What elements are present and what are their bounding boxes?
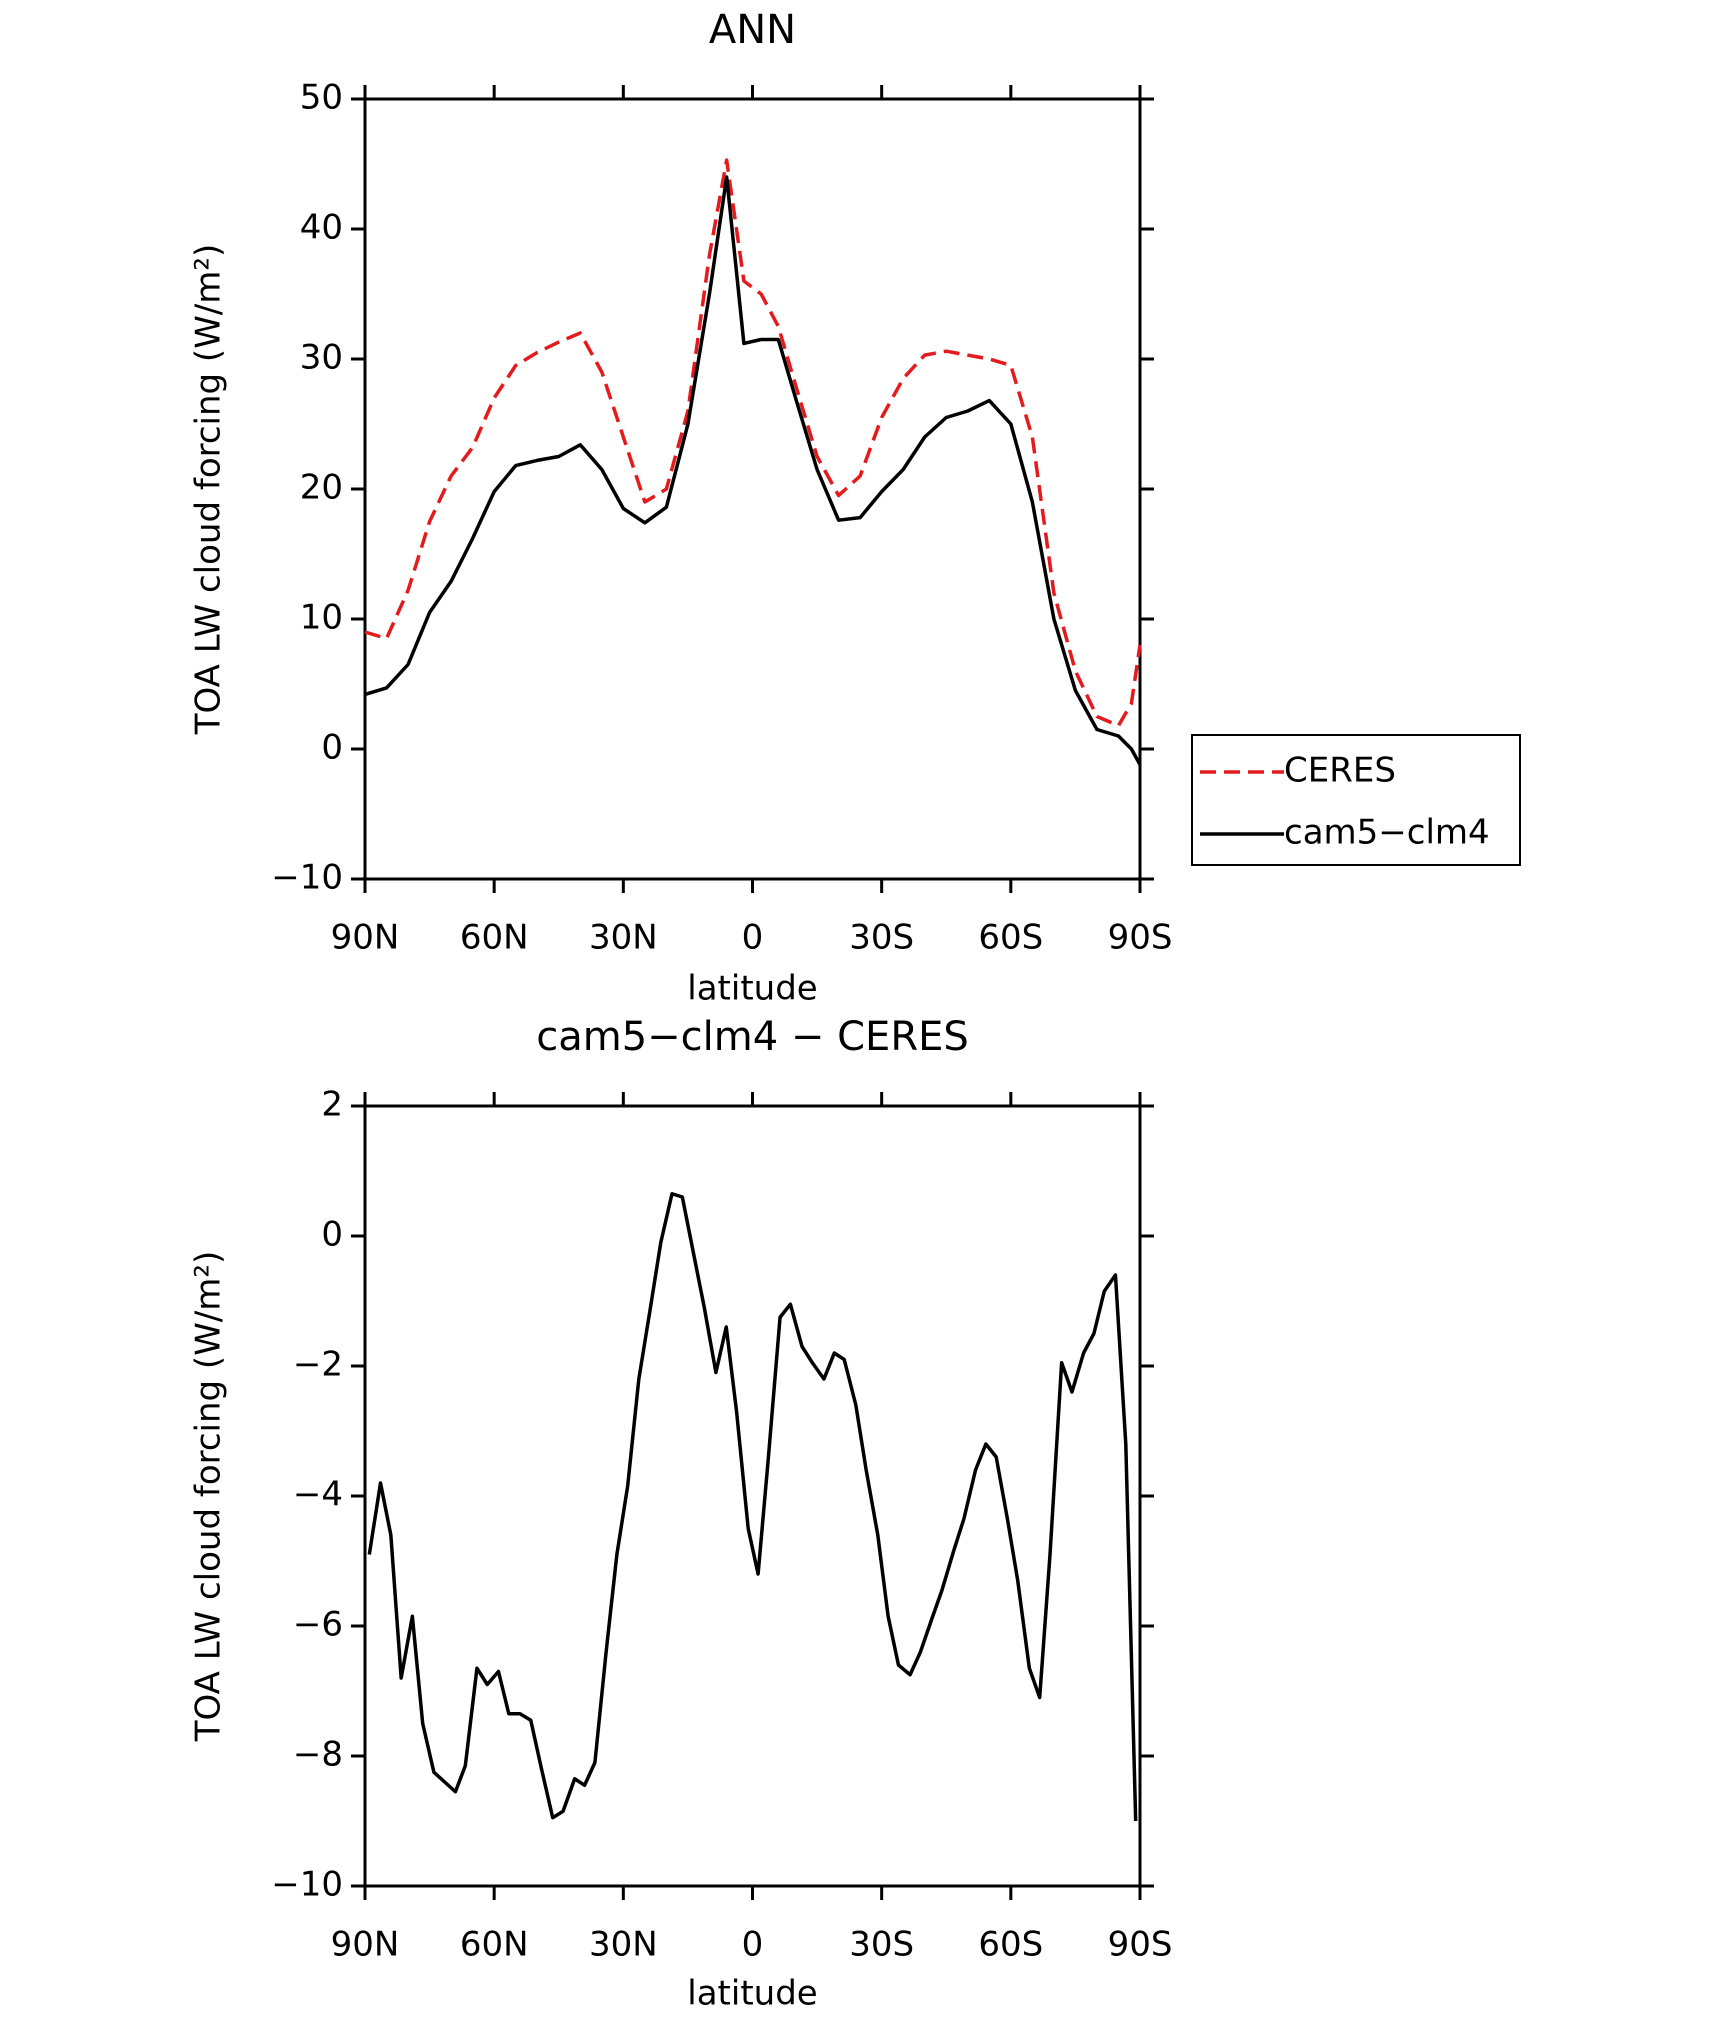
- x-tick-label: 90N: [331, 1925, 400, 1965]
- legend-box: [1191, 734, 1521, 866]
- y-tick-label: 0: [321, 1215, 343, 1255]
- y-tick-label: 10: [300, 598, 343, 638]
- y-tick-label: −8: [293, 1735, 343, 1775]
- chart-title: ANN: [709, 7, 796, 53]
- y-tick-label: −6: [293, 1605, 343, 1645]
- chart-title: cam5−clm4 − CERES: [536, 1014, 969, 1060]
- y-tick-label: 0: [321, 728, 343, 768]
- y-axis-label: TOA LW cloud forcing (W/m²): [189, 1251, 229, 1743]
- x-tick-label: 60S: [978, 918, 1043, 958]
- y-tick-label: −4: [293, 1475, 343, 1515]
- data-line: [364, 158, 1142, 728]
- y-tick-label: 30: [300, 338, 343, 378]
- x-tick-label: 30S: [849, 918, 914, 958]
- x-tick-label: 30N: [589, 1925, 658, 1965]
- y-axis-label: TOA LW cloud forcing (W/m²): [189, 244, 229, 736]
- y-tick-label: 2: [321, 1085, 343, 1125]
- legend-label: CERES: [1284, 751, 1396, 791]
- data-line: [367, 1192, 1138, 1822]
- y-tick-label: −2: [293, 1345, 343, 1385]
- data-line: [364, 175, 1142, 766]
- y-tick-label: −10: [271, 858, 343, 898]
- x-axis-label: latitude: [687, 1974, 817, 2014]
- x-axis-label: latitude: [687, 969, 817, 1009]
- x-tick-label: 90S: [1108, 918, 1173, 958]
- plot-frame: [363, 1104, 1142, 1888]
- x-tick-label: 90S: [1108, 1925, 1173, 1965]
- x-tick-label: 30S: [849, 1925, 914, 1965]
- x-tick-label: 30N: [589, 918, 658, 958]
- x-tick-label: 60N: [460, 918, 529, 958]
- y-tick-label: 40: [300, 208, 343, 248]
- x-tick-label: 60N: [460, 1925, 529, 1965]
- y-tick-label: 50: [300, 78, 343, 118]
- legend-label: cam5−clm4: [1284, 813, 1490, 853]
- plot-frame: [363, 97, 1142, 881]
- y-tick-label: −10: [271, 1865, 343, 1905]
- x-tick-label: 0: [742, 918, 764, 958]
- x-tick-label: 90N: [331, 918, 400, 958]
- y-tick-label: 20: [300, 468, 343, 508]
- x-tick-label: 60S: [978, 1925, 1043, 1965]
- x-tick-label: 0: [742, 1925, 764, 1965]
